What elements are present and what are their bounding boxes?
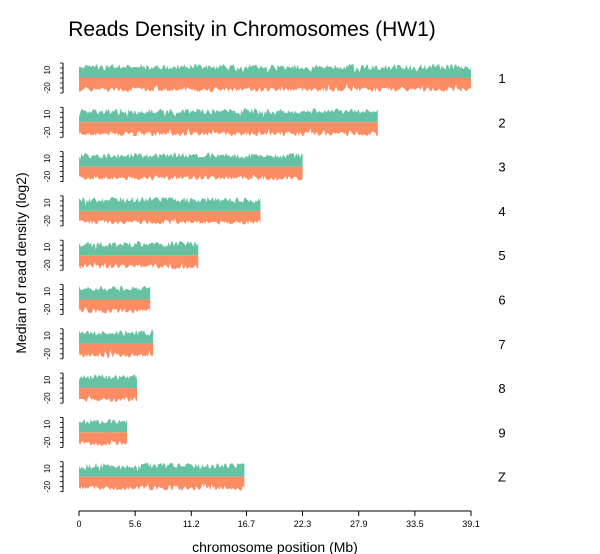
density-upper-area [79, 64, 471, 78]
chromosome-label: 4 [498, 204, 505, 219]
density-lower-area [79, 78, 471, 92]
density-lower-area [79, 432, 128, 447]
y-tick-label: 10 [43, 198, 52, 207]
chromosome-label: 6 [498, 293, 505, 308]
chromosome-label: 8 [498, 381, 505, 396]
chromosome-label: 3 [498, 160, 505, 175]
chromosome-track: 10 -20 1 [43, 62, 506, 94]
density-upper-area [79, 108, 378, 123]
chromosome-track: 10 -20 3 [43, 151, 506, 182]
x-ticks: 0 5.6 11.2 16.7 22.3 27.9 33.5 39.1 [76, 511, 480, 529]
y-tick-label: -20 [43, 170, 52, 182]
y-tick-label: -20 [43, 215, 52, 227]
chromosome-label: Z [498, 470, 506, 485]
chromosome-label: 1 [498, 71, 505, 86]
y-tick-label: 10 [43, 242, 52, 251]
y-tick-label: 10 [43, 419, 52, 428]
x-tick-label: 39.1 [462, 519, 480, 529]
x-tick-label: 5.6 [129, 519, 142, 529]
density-upper-area [79, 462, 245, 477]
density-lower-area [79, 388, 138, 402]
density-upper-area [79, 329, 154, 344]
chromosome-label: 5 [498, 248, 505, 263]
y-tick-label: -20 [43, 259, 52, 271]
density-lower-area [79, 343, 154, 358]
y-tick-label: 10 [43, 287, 52, 296]
density-upper-area [79, 418, 128, 433]
density-upper-area [79, 196, 261, 211]
chromosome-track: 10 -20 6 [43, 284, 506, 315]
density-lower-area [79, 255, 199, 270]
density-upper-area [79, 241, 199, 256]
y-tick-label: -20 [43, 480, 52, 492]
x-tick-label: 16.7 [238, 519, 256, 529]
chromosome-track: 10 -20 9 [43, 416, 506, 448]
tracks: 10 -20 1 10 -20 2 10 -20 3 10 -20 4 10 -20 5 10 -20 6 10 -2… [43, 62, 506, 492]
density-upper-area [79, 285, 151, 300]
density-lower-area [79, 299, 151, 314]
density-lower-area [79, 476, 245, 491]
y-tick-label: -20 [43, 126, 52, 138]
chromosome-track: 10 -20 8 [43, 372, 506, 404]
y-tick-label: -20 [43, 303, 52, 315]
y-tick-label: -20 [43, 347, 52, 359]
chromosome-label: 7 [498, 337, 505, 352]
chart-title: Reads Density in Chromosomes (HW1) [68, 18, 436, 41]
y-tick-label: -20 [43, 392, 52, 404]
y-tick-label: 10 [43, 109, 52, 118]
y-tick-label: 10 [43, 464, 52, 473]
x-tick-label: 33.5 [406, 519, 424, 529]
density-lower-area [79, 166, 303, 181]
chromosome-track: 10 -20 Z [43, 461, 506, 492]
chromosome-track: 10 -20 4 [43, 195, 506, 227]
y-tick-label: -20 [43, 82, 52, 94]
y-tick-label: 10 [43, 65, 52, 74]
x-tick-label: 0 [76, 519, 81, 529]
x-tick-label: 27.9 [350, 519, 368, 529]
density-lower-area [79, 122, 378, 137]
x-axis-label: chromosome position (Mb) [192, 539, 358, 554]
chromosome-track: 10 -20 7 [43, 328, 506, 360]
y-axis-label: Median of read density (log2) [13, 172, 29, 353]
x-tick-label: 11.2 [183, 519, 200, 529]
y-tick-label: -20 [43, 436, 52, 448]
chromosome-track: 10 -20 5 [43, 239, 506, 271]
chromosome-label: 9 [498, 425, 505, 440]
chromosome-label: 2 [498, 115, 505, 130]
density-upper-area [79, 152, 303, 167]
y-tick-label: 10 [43, 375, 52, 384]
density-upper-area [79, 374, 138, 389]
chromosome-track: 10 -20 2 [43, 106, 506, 138]
x-tick-label: 22.3 [294, 519, 312, 529]
y-tick-label: 10 [43, 331, 52, 340]
y-tick-label: 10 [43, 154, 52, 163]
density-lower-area [79, 210, 261, 225]
